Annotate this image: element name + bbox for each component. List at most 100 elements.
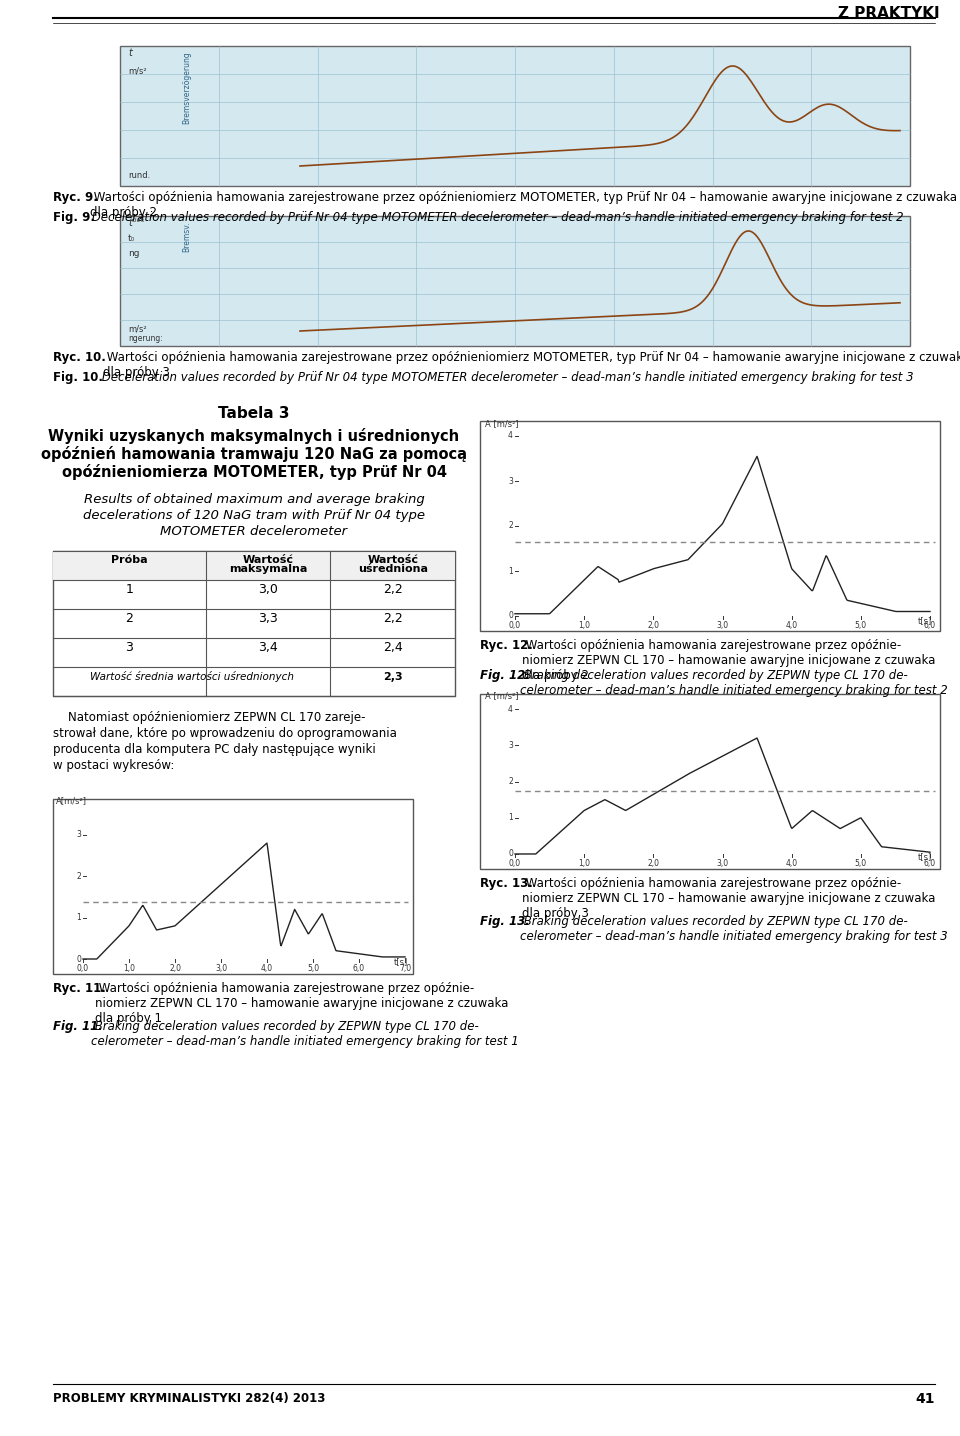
Text: 4: 4: [508, 705, 513, 714]
Text: m/s²: m/s²: [128, 325, 147, 333]
Text: Ryc. 12.: Ryc. 12.: [480, 639, 533, 652]
Text: opóźnień hamowania tramwaju 120 NaG za pomocą: opóźnień hamowania tramwaju 120 NaG za p…: [41, 447, 467, 462]
Bar: [120, 215, 910, 346]
Text: 3,4: 3,4: [258, 640, 278, 653]
Text: t[s]: t[s]: [394, 956, 408, 966]
Text: 2: 2: [508, 777, 513, 785]
Text: 1,0: 1,0: [578, 859, 590, 867]
Text: ng: ng: [128, 248, 139, 258]
Text: 2,0: 2,0: [647, 859, 660, 867]
Text: t₀: t₀: [128, 234, 135, 243]
Bar: [480, 421, 940, 630]
Text: Bremsv.: Bremsv.: [182, 221, 191, 251]
Text: 0,0: 0,0: [77, 964, 89, 974]
Text: Wartość: Wartość: [367, 554, 419, 564]
Text: Deceleration values recorded by Prüf Nr 04 type MOTOMETER decelerometer – dead-m: Deceleration values recorded by Prüf Nr …: [98, 370, 914, 383]
Text: 0,0: 0,0: [509, 620, 521, 630]
Text: 0,0: 0,0: [509, 859, 521, 867]
Text: rund.: rund.: [128, 171, 151, 180]
Text: 1: 1: [508, 566, 513, 576]
Bar: [480, 694, 940, 869]
Text: 0: 0: [508, 612, 513, 620]
Text: 2,2: 2,2: [383, 612, 402, 625]
Text: maksymalna: maksymalna: [228, 564, 307, 574]
Text: Fig. 12.: Fig. 12.: [480, 669, 530, 682]
Text: Wyniki uzyskanych maksymalnych i uśrednionych: Wyniki uzyskanych maksymalnych i uśredni…: [48, 428, 460, 444]
Text: 3,0: 3,0: [258, 583, 278, 596]
Text: Wartość: Wartość: [243, 554, 294, 564]
Text: Wartości opóźnienia hamowania zarejestrowane przez opóźnie-
niomierz ZEPWN CL 17: Wartości opóźnienia hamowania zarejestro…: [522, 639, 935, 682]
Text: Z PRAKTYKI: Z PRAKTYKI: [838, 6, 940, 22]
Text: Fig. 10.: Fig. 10.: [53, 370, 103, 383]
Text: 6,0: 6,0: [353, 964, 365, 974]
Text: 2: 2: [126, 612, 133, 625]
Text: t[s]: t[s]: [918, 852, 932, 862]
Text: 1,0: 1,0: [578, 620, 590, 630]
Text: 3: 3: [508, 741, 513, 750]
Text: Fig. 11.: Fig. 11.: [53, 1020, 103, 1032]
Bar: [53, 798, 413, 974]
Text: Próba: Próba: [111, 554, 148, 564]
Text: tᴳᵉˢ: tᴳᵉˢ: [128, 218, 144, 228]
Bar: [53, 551, 455, 580]
Text: 1: 1: [508, 813, 513, 823]
Text: Ryc. 11.: Ryc. 11.: [53, 982, 106, 995]
Text: A[m/s²]: A[m/s²]: [56, 796, 87, 806]
Text: 2,4: 2,4: [383, 640, 402, 653]
Text: 1: 1: [126, 583, 133, 596]
Text: 1,0: 1,0: [123, 964, 135, 974]
Text: 4,0: 4,0: [785, 859, 798, 867]
Text: Wartości opóźnienia hamowania zarejestrowane przez opóźnie-
niomierz ZEPWN CL 17: Wartości opóźnienia hamowania zarejestro…: [522, 877, 935, 920]
Text: 0: 0: [508, 850, 513, 859]
Text: Bremsverzögerung: Bremsverzögerung: [182, 52, 191, 123]
Text: Wartości opóźnienia hamowania zarejestrowane przez opóźnieniomierz MOTOMETER, ty: Wartości opóźnienia hamowania zarejestro…: [103, 350, 960, 379]
Text: 5,0: 5,0: [854, 859, 867, 867]
Text: MOTOMETER decelerometer: MOTOMETER decelerometer: [160, 526, 348, 538]
Bar: [120, 46, 910, 187]
Text: ngerung:: ngerung:: [128, 335, 163, 343]
Text: 4,0: 4,0: [785, 620, 798, 630]
Text: producenta dla komputera PC dały następujące wyniki: producenta dla komputera PC dały następu…: [53, 742, 375, 755]
Text: strował dane, które po wprowadzeniu do oprogramowania: strował dane, które po wprowadzeniu do o…: [53, 727, 396, 740]
Text: Deceleration values recorded by Prüf Nr 04 type MOTOMETER decelerometer – dead-m: Deceleration values recorded by Prüf Nr …: [88, 211, 903, 224]
Text: 2,0: 2,0: [647, 620, 660, 630]
Text: 6,0: 6,0: [924, 620, 936, 630]
Text: 3,3: 3,3: [258, 612, 278, 625]
Text: Braking deceleration values recorded by ZEPWN type CL 170 de-
celerometer – dead: Braking deceleration values recorded by …: [91, 1020, 518, 1048]
Text: 2: 2: [508, 521, 513, 530]
Text: Wartość średnia wartości uśrednionych: Wartość średnia wartości uśrednionych: [89, 671, 294, 682]
Text: w postaci wykresów:: w postaci wykresów:: [53, 760, 175, 773]
Text: Wartości opóźnienia hamowania zarejestrowane przez opóźnieniomierz MOTOMETER, ty: Wartości opóźnienia hamowania zarejestro…: [90, 191, 957, 220]
Text: 2,0: 2,0: [169, 964, 181, 974]
Text: Braking deceleration values recorded by ZEPWN type CL 170 de-
celerometer – dead: Braking deceleration values recorded by …: [520, 915, 948, 943]
Text: Fig. 13.: Fig. 13.: [480, 915, 530, 928]
Text: Results of obtained maximum and average braking: Results of obtained maximum and average …: [84, 493, 424, 505]
Text: 2,3: 2,3: [383, 672, 402, 682]
Text: 3,0: 3,0: [215, 964, 228, 974]
Text: decelerations of 120 NaG tram with Prüf Nr 04 type: decelerations of 120 NaG tram with Prüf …: [83, 508, 425, 523]
Text: PROBLEMY KRYMINALISTYKI 282(4) 2013: PROBLEMY KRYMINALISTYKI 282(4) 2013: [53, 1391, 325, 1404]
Text: A [m/s²]: A [m/s²]: [485, 419, 518, 428]
Text: t: t: [128, 47, 132, 57]
Text: 0: 0: [76, 955, 81, 964]
Text: 4: 4: [508, 431, 513, 441]
Text: 5,0: 5,0: [854, 620, 867, 630]
Text: 3,0: 3,0: [716, 620, 729, 630]
Text: 41: 41: [916, 1391, 935, 1406]
Text: 3: 3: [76, 830, 81, 839]
Text: 4,0: 4,0: [261, 964, 273, 974]
Text: opóźnieniomierza MOTOMETER, typ Prüf Nr 04: opóźnieniomierza MOTOMETER, typ Prüf Nr …: [61, 464, 446, 480]
Text: Wartości opóźnienia hamowania zarejestrowane przez opóźnie-
niomierz ZEPWN CL 17: Wartości opóźnienia hamowania zarejestro…: [95, 982, 509, 1025]
Text: 5,0: 5,0: [307, 964, 319, 974]
Bar: [53, 551, 455, 696]
Text: uśredniona: uśredniona: [358, 564, 428, 574]
Text: 1: 1: [76, 913, 81, 922]
Text: 3: 3: [126, 640, 133, 653]
Text: 3,0: 3,0: [716, 859, 729, 867]
Text: 6,0: 6,0: [924, 859, 936, 867]
Text: Braking deceleration values recorded by ZEPWN type CL 170 de-
celerometer – dead: Braking deceleration values recorded by …: [520, 669, 948, 696]
Text: 2,2: 2,2: [383, 583, 402, 596]
Text: Ryc. 9.: Ryc. 9.: [53, 191, 98, 204]
Text: Fig. 9.: Fig. 9.: [53, 211, 95, 224]
Text: Ryc. 10.: Ryc. 10.: [53, 350, 106, 363]
